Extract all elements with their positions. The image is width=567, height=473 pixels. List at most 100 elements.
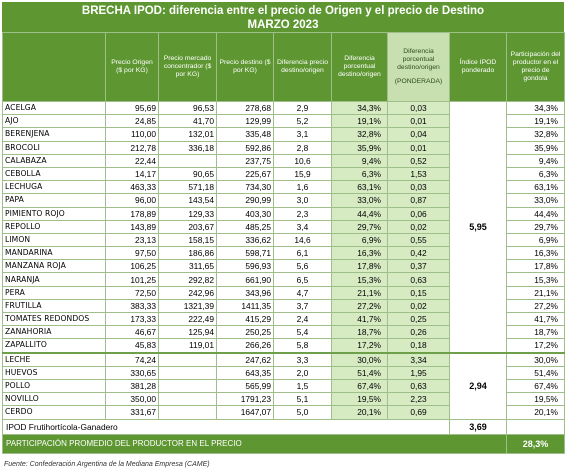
table-cell: 96,00 bbox=[105, 193, 159, 208]
table-cell: 51,4% bbox=[506, 365, 565, 380]
header-diferencia-ponderada: Diferencia porcentual destino/origen (PO… bbox=[387, 32, 450, 102]
table-cell: 41,70 bbox=[158, 114, 217, 129]
table-cell: 5,4 bbox=[273, 325, 332, 340]
table-cell bbox=[158, 365, 217, 380]
table-cell: 0,01 bbox=[387, 114, 450, 129]
table-cell bbox=[158, 378, 217, 394]
table-cell: 237,75 bbox=[216, 153, 274, 168]
table-cell: 6,9% bbox=[506, 232, 565, 248]
table-cell: 32,8% bbox=[331, 127, 388, 142]
table-row: ACELGA 95,69 96,53 278,68 2,9 34,3% 0,03 5,95 34… bbox=[2, 100, 565, 354]
table-cell: 250,25 bbox=[216, 325, 274, 340]
table-cell: 5,6 bbox=[273, 259, 332, 274]
table-cell: 350,00 bbox=[105, 392, 159, 407]
table-cell: 5,0 bbox=[273, 405, 332, 420]
table-cell: 15,9 bbox=[273, 166, 332, 182]
table-cell: 242,96 bbox=[158, 285, 217, 300]
header-participacion: Participación del productor en el precio… bbox=[506, 32, 565, 102]
table-cell: 311,65 bbox=[158, 259, 217, 274]
table-cell: 32,8% bbox=[506, 127, 565, 142]
table-cell: 17,8% bbox=[331, 259, 388, 274]
table-cell bbox=[158, 351, 217, 367]
table-cell: 41,7% bbox=[506, 311, 565, 327]
table-cell: 1647,07 bbox=[216, 405, 274, 420]
table-cell: 222,49 bbox=[158, 311, 217, 327]
table-cell: 20,1% bbox=[331, 405, 388, 420]
table-cell: 35,9% bbox=[331, 140, 388, 155]
table-cell: AJO bbox=[2, 114, 106, 129]
table-cell: 67,4% bbox=[506, 378, 565, 394]
table-cell: 14,6 bbox=[273, 232, 332, 248]
table-cell: HUEVOS bbox=[2, 365, 106, 380]
table-row: AJO 24,85 41,70 129,99 5,2 19,1% 0,01 19,1% bbox=[2, 114, 565, 129]
header-indice-ipod: Índice IPOD ponderado bbox=[449, 32, 507, 102]
table-cell: 3,0 bbox=[273, 193, 332, 208]
table-cell: 290,99 bbox=[216, 193, 274, 208]
table-cell: 21,1% bbox=[506, 285, 565, 300]
table-cell: 6,9% bbox=[331, 232, 388, 248]
table-cell: 44,4% bbox=[331, 206, 388, 221]
table-cell: 44,4% bbox=[506, 206, 565, 221]
table-row: LECHE 74,24 247,62 3,3 30,0% 3,34 2,94 30,0% bbox=[2, 351, 565, 420]
table-cell: 1411,35 bbox=[216, 298, 274, 314]
table-cell: 51,4% bbox=[331, 365, 388, 380]
total-label: IPOD Frutihortícola-Ganadero bbox=[2, 418, 450, 435]
table-cell: 0,01 bbox=[387, 140, 450, 155]
table-cell: 0,63 bbox=[387, 378, 450, 394]
ipod-value: 5,95 bbox=[449, 100, 507, 354]
table-cell: 0,52 bbox=[387, 153, 450, 168]
table-cell: 1,53 bbox=[387, 166, 450, 182]
table-cell: 2,0 bbox=[273, 365, 332, 380]
table-cell: 1,6 bbox=[273, 180, 332, 195]
table-cell: 96,53 bbox=[158, 100, 217, 116]
table-cell: 173,33 bbox=[105, 311, 159, 327]
table-cell: 3,4 bbox=[273, 219, 332, 234]
table-cell: 2,8 bbox=[273, 140, 332, 155]
table-cell: 266,26 bbox=[216, 338, 274, 354]
table-row: ZANAHORIA 46,67 125,94 250,25 5,4 18,7% 0,26 18… bbox=[2, 325, 565, 340]
table-cell: 106,25 bbox=[105, 259, 159, 274]
table-cell: NARANJA bbox=[2, 272, 106, 287]
table-cell: 5,1 bbox=[273, 392, 332, 407]
table-cell bbox=[158, 405, 217, 420]
table-row: CEBOLLA 14,17 90,65 225,67 15,9 6,3% 1,53 6,3% bbox=[2, 166, 565, 182]
table-cell: 3,7 bbox=[273, 298, 332, 314]
table-cell: 565,99 bbox=[216, 378, 274, 394]
table-cell: LECHUGA bbox=[2, 180, 106, 195]
participation-label: PARTICIPACIÓN PROMEDIO DEL PRODUCTOR EN … bbox=[2, 433, 507, 454]
table-cell: 0,03 bbox=[387, 100, 450, 116]
table-cell: 24,85 bbox=[105, 114, 159, 129]
table-cell: 6,3% bbox=[506, 166, 565, 182]
table-cell: 0,87 bbox=[387, 193, 450, 208]
table-cell: 0,37 bbox=[387, 259, 450, 274]
table-cell: 97,50 bbox=[105, 246, 159, 261]
table-cell: 2,23 bbox=[387, 392, 450, 407]
table-cell: 592,86 bbox=[216, 140, 274, 155]
table-cell: 1321,39 bbox=[158, 298, 217, 314]
table-cell: 18,7% bbox=[506, 325, 565, 340]
table-cell: 0,63 bbox=[387, 272, 450, 287]
table-cell: CALABAZA bbox=[2, 153, 106, 168]
table-cell: 661,90 bbox=[216, 272, 274, 287]
table-cell: 17,2% bbox=[331, 338, 388, 354]
table-cell: 1,5 bbox=[273, 378, 332, 394]
table-cell: 19,5% bbox=[506, 392, 565, 407]
table-cell: 129,99 bbox=[216, 114, 274, 129]
table-cell: LIMON bbox=[2, 232, 106, 248]
table-cell: 110,00 bbox=[105, 127, 159, 142]
table-cell: PIMIENTO ROJO bbox=[2, 206, 106, 221]
table-row: ZAPALLITO 45,83 119,01 266,26 5,8 17,2% 0,18 17… bbox=[2, 338, 565, 354]
table-cell: 0,15 bbox=[387, 285, 450, 300]
table-cell: 4,7 bbox=[273, 285, 332, 300]
table-row: HUEVOS 330,65 643,35 2,0 51,4% 1,95 51,4% bbox=[2, 365, 565, 380]
table-cell: 485,25 bbox=[216, 219, 274, 234]
table-cell: MANZANA ROJA bbox=[2, 259, 106, 274]
table-cell: 0,06 bbox=[387, 206, 450, 221]
table-cell: REPOLLO bbox=[2, 219, 106, 234]
table-cell: 0,02 bbox=[387, 219, 450, 234]
table-cell: 212,78 bbox=[105, 140, 159, 155]
total-row: IPOD Frutihortícola-Ganadero 3,69 bbox=[2, 418, 565, 435]
table-cell: 16,3% bbox=[331, 246, 388, 261]
table-cell: 95,69 bbox=[105, 100, 159, 116]
title-line-2: MARZO 2023 bbox=[247, 19, 319, 31]
